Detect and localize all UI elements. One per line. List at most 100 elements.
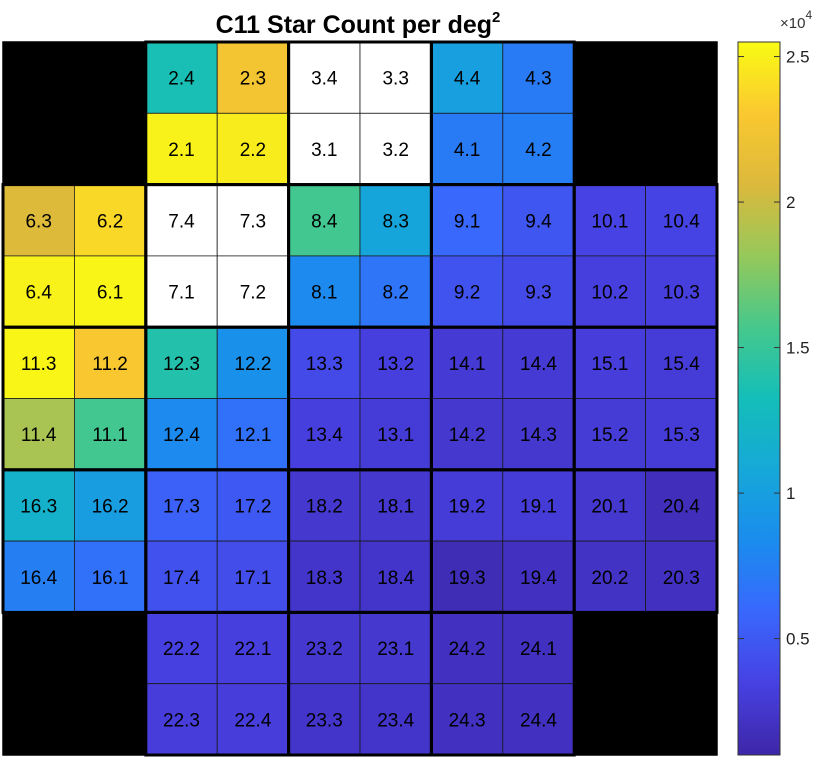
heatmap-cell-6-4: [2, 255, 75, 328]
cell-label-18-4: 18.4: [377, 568, 414, 589]
cell-label-18-2: 18.2: [306, 496, 343, 517]
colorbar: [737, 41, 781, 756]
cell-label-14-4: 14.4: [520, 354, 557, 375]
cell-label-8-1: 8.1: [311, 283, 337, 304]
cell-label-10-1: 10.1: [591, 211, 628, 232]
cell-label-23-4: 23.4: [377, 710, 414, 731]
chart-title: C11 Star Count per deg2: [216, 9, 501, 39]
cell-label-18-1: 18.1: [377, 496, 414, 517]
cell-label-15-2: 15.2: [591, 425, 628, 446]
cell-label-22-2: 22.2: [163, 639, 200, 660]
cell-label-16-1: 16.1: [92, 568, 129, 589]
cell-label-12-1: 12.1: [234, 425, 271, 446]
cell-label-10-3: 10.3: [663, 283, 700, 304]
cell-label-11-4: 11.4: [21, 425, 57, 446]
heatmap-cell-15-1: [573, 326, 647, 399]
heatmap-cell-12-4: [145, 398, 218, 471]
cell-label-10-2: 10.2: [591, 283, 628, 304]
cell-label-2-2: 2.2: [240, 140, 266, 161]
heatmap-cell-7-1: [145, 255, 218, 328]
cell-label-13-2: 13.2: [377, 354, 414, 375]
cell-label-16-4: 16.4: [20, 568, 57, 589]
heatmap-cell-6-1: [74, 255, 147, 328]
heatmap-cell-10-2: [573, 255, 647, 328]
cell-label-2-4: 2.4: [168, 69, 195, 90]
cell-label-3-3: 3.3: [382, 69, 408, 90]
cell-label-7-2: 7.2: [240, 283, 266, 304]
heatmap-cell-3-3: [359, 41, 432, 114]
heatmap-cell-23-4: [359, 683, 432, 756]
cell-label-14-2: 14.2: [449, 425, 486, 446]
heatmap-cell-7-4: [145, 184, 218, 257]
cell-label-6-2: 6.2: [97, 211, 123, 232]
cell-label-13-4: 13.4: [306, 425, 343, 446]
plot-frame: [2, 41, 718, 756]
heatmap-cell-3-4: [288, 41, 361, 114]
cell-label-4-2: 4.2: [525, 140, 551, 161]
heatmap-cell-9-3: [502, 255, 575, 328]
heatmap-cell-12-1: [216, 398, 289, 471]
cell-label-15-1: 15.1: [591, 354, 628, 375]
cell-label-24-1: 24.1: [520, 639, 557, 660]
heatmap-cell-2-1: [145, 112, 218, 186]
heatmap-cell-24-1: [502, 612, 575, 685]
cell-label-13-1: 13.1: [377, 425, 414, 446]
cell-label-20-1: 20.1: [591, 496, 628, 517]
cell-label-15-4: 15.4: [663, 354, 700, 375]
cell-label-11-2: 11.2: [92, 354, 128, 375]
heatmap-cell-8-4: [288, 184, 361, 257]
heatmap-cell-22-4: [216, 683, 289, 756]
cell-label-19-1: 19.1: [520, 496, 557, 517]
cell-label-2-3: 2.3: [240, 69, 266, 90]
heatmap-cell-19-1: [502, 469, 575, 542]
cell-label-11-1: 11.1: [92, 425, 128, 446]
heatmap-cell-3-2: [359, 112, 432, 186]
heatmap-cell-11-3: [2, 326, 75, 399]
colorbar-tick-label: 1.5: [786, 339, 810, 358]
heatmap-cell-19-3: [430, 540, 504, 613]
cell-label-17-1: 17.1: [234, 568, 271, 589]
cell-label-3-1: 3.1: [311, 140, 337, 161]
cell-label-14-3: 14.3: [520, 425, 557, 446]
heatmap-cell-10-4: [645, 184, 718, 257]
cell-label-13-3: 13.3: [306, 354, 343, 375]
cell-label-9-2: 9.2: [454, 283, 480, 304]
cell-label-16-3: 16.3: [20, 496, 57, 517]
heatmap-cell-7-2: [216, 255, 289, 328]
cell-label-23-3: 23.3: [306, 710, 343, 731]
heatmap-cell-4-2: [502, 112, 575, 186]
cell-label-12-3: 12.3: [163, 354, 200, 375]
heatmap-cell-9-2: [430, 255, 504, 328]
cell-label-7-4: 7.4: [168, 211, 195, 232]
colorbar-tick-label: 0.5: [786, 630, 810, 649]
cell-label-20-3: 20.3: [663, 568, 700, 589]
cell-label-22-3: 22.3: [163, 710, 200, 731]
heatmap-cell-11-1: [74, 398, 147, 471]
cell-label-17-4: 17.4: [163, 568, 200, 589]
heatmap-cell-20-3: [645, 540, 718, 613]
heatmap-cell-13-2: [359, 326, 432, 399]
heatmap-cell-15-4: [645, 326, 718, 399]
heatmap-cell-6-2: [74, 184, 147, 257]
cell-label-10-4: 10.4: [663, 211, 700, 232]
heatmap-cell-8-3: [359, 184, 432, 257]
heatmap-cell-labels: 2.4 2.3 3.4 3.3 4.4 4.3 2.1 2.2 3.1 3.2 4.1 4.2 6.3 6…: [20, 69, 700, 732]
colorbar-tick-label: 1: [786, 484, 795, 503]
cell-label-8-3: 8.3: [382, 211, 408, 232]
heatmap-cell-23-2: [288, 612, 361, 685]
cell-label-22-4: 22.4: [234, 710, 271, 731]
cell-label-24-3: 24.3: [449, 710, 486, 731]
cell-label-2-1: 2.1: [168, 140, 194, 161]
cell-label-3-4: 3.4: [311, 69, 338, 90]
colorbar-tick-label: 2: [786, 193, 795, 212]
heatmap-cell-14-3: [502, 398, 575, 471]
heatmap-cell-22-1: [216, 612, 289, 685]
colorbar-multiplier-base: ×10: [780, 15, 805, 32]
heatmap-cell-9-4: [502, 184, 575, 257]
heatmap-cell-22-3: [145, 683, 218, 756]
heatmap-cell-19-2: [430, 469, 504, 542]
heatmap-cell-17-3: [145, 469, 218, 542]
cell-label-24-2: 24.2: [449, 639, 486, 660]
cell-label-19-3: 19.3: [449, 568, 486, 589]
colorbar-tick-label: 2.5: [786, 48, 810, 67]
